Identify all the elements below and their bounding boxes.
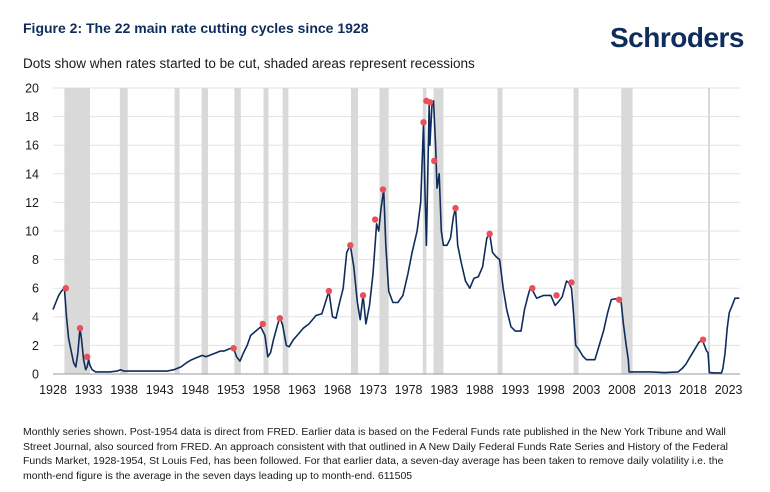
- y-tick-label: 18: [25, 110, 39, 124]
- rate-cut-dot: [359, 292, 367, 299]
- y-tick-label: 12: [25, 196, 39, 210]
- brand-logo: Schroders: [610, 22, 745, 53]
- x-tick-label: 2008: [608, 383, 636, 397]
- series-line: [52, 100, 740, 374]
- recession-band: [573, 88, 579, 374]
- x-tick-label: 2013: [644, 383, 672, 397]
- x-tick-label: 1963: [288, 383, 316, 397]
- rate-cut-dot: [371, 216, 379, 223]
- y-tick-label: 16: [25, 139, 39, 153]
- x-tick-label: 1948: [181, 383, 209, 397]
- chart-subtitle: Dots show when rates started to be cut, …: [23, 56, 475, 71]
- recession-band: [621, 88, 633, 374]
- recession-band: [433, 88, 444, 374]
- x-tick-label: 1943: [146, 383, 174, 397]
- figure-title: Figure 2: The 22 main rate cutting cycle…: [23, 20, 369, 36]
- x-tick-label: 1973: [359, 383, 387, 397]
- x-tick-label: 1983: [430, 383, 458, 397]
- rate-cut-dot: [276, 315, 284, 322]
- recession-band: [174, 88, 180, 374]
- x-tick-label: 1993: [501, 383, 529, 397]
- rate-cut-dot: [420, 119, 427, 126]
- rate-cut-dot: [230, 345, 237, 352]
- recession-band: [497, 88, 503, 374]
- rate-cut-dot: [553, 292, 560, 299]
- rate-chart: 0 2 4 6 8 10 12 14 16 18 20 1928 1933 1938 1943 1948 195…: [25, 82, 742, 398]
- x-tick-label: 2003: [572, 383, 600, 397]
- grid-lines: [53, 87, 740, 346]
- x-tick-label: 1958: [252, 383, 280, 397]
- rate-cut-dot: [529, 285, 536, 292]
- recession-band: [350, 88, 359, 374]
- y-tick-label: 6: [32, 282, 39, 296]
- rate-cut-dot: [379, 186, 387, 193]
- rate-cut-dot: [426, 99, 434, 106]
- recession-band: [422, 88, 427, 374]
- recession-band: [119, 88, 128, 374]
- y-tick-label: 8: [32, 253, 39, 267]
- recession-band: [707, 88, 710, 374]
- rate-cut-dot: [62, 285, 70, 292]
- recession-band: [64, 88, 90, 374]
- recession-band: [282, 88, 289, 374]
- rate-cut-dot: [347, 242, 354, 249]
- x-tick-label: 2018: [679, 383, 707, 397]
- x-tick-label: 1978: [395, 383, 423, 397]
- x-tick-label: 1933: [75, 383, 103, 397]
- rate-cut-dot: [259, 320, 266, 328]
- axes: 0 2 4 6 8 10 12 14 16 18 20 1928 1933 1938 1943 1948 195…: [25, 82, 742, 398]
- recession-band: [201, 88, 209, 374]
- footnote: Monthly series shown. Post-1954 data is …: [23, 426, 729, 482]
- rate-cut-dot: [430, 157, 438, 165]
- x-tick-label: 1988: [466, 383, 494, 397]
- fed-funds-series: [52, 100, 740, 374]
- rate-cut-dot: [699, 336, 707, 343]
- y-tick-label: 0: [32, 368, 39, 382]
- y-tick-label: 2: [32, 339, 39, 353]
- x-tick-label: 1968: [324, 383, 352, 397]
- rate-cut-dot: [615, 296, 623, 303]
- rate-cut-dot: [486, 230, 493, 238]
- recession-band: [263, 88, 269, 374]
- rate-cut-dot: [76, 325, 84, 332]
- recession-shading: [64, 88, 710, 374]
- x-tick-label: 1998: [537, 383, 565, 397]
- recession-band: [234, 88, 241, 374]
- x-tick-label: 1938: [110, 383, 138, 397]
- rate-cut-dot: [325, 287, 333, 295]
- y-tick-label: 4: [32, 310, 39, 324]
- y-tick-label: 20: [25, 82, 39, 96]
- x-tick-label: 2023: [715, 383, 743, 397]
- rate-cut-dot: [83, 353, 91, 361]
- y-tick-label: 14: [25, 167, 39, 181]
- rate-cut-dot: [568, 279, 575, 286]
- y-tick-label: 10: [25, 225, 39, 239]
- rate-cut-dots: [62, 97, 707, 361]
- x-tick-label: 1928: [39, 383, 67, 397]
- x-tick-label: 1953: [217, 383, 245, 397]
- rate-cut-dot: [452, 204, 459, 212]
- recession-band: [379, 88, 389, 374]
